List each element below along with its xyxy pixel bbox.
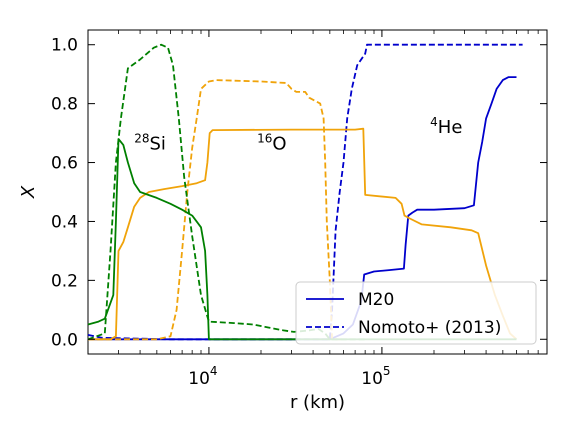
- annotation-superscript: 16: [257, 131, 272, 145]
- series-layer: [87, 43, 523, 341]
- annotation-superscript: 4: [430, 115, 438, 129]
- series-line-5: [87, 138, 517, 341]
- x-tick-label: 104: [188, 364, 217, 389]
- annotation-he: 4He: [430, 115, 462, 138]
- x-tick-exp: 4: [210, 364, 218, 378]
- annotations-layer: 28Si 16O 4He: [134, 115, 462, 154]
- annotation-text: Si: [150, 133, 166, 154]
- series-line-4: [88, 79, 344, 341]
- series-line-3: [88, 127, 518, 341]
- y-tick-label: 1.0: [51, 36, 78, 56]
- y-tick-label: 0.0: [51, 330, 78, 350]
- plot-border: [87, 29, 548, 355]
- legend-label-1: M20: [358, 290, 394, 310]
- legend-box: [295, 281, 537, 345]
- y-axis-label: X: [18, 185, 39, 199]
- plot-frame: [87, 29, 548, 355]
- annotation-o: 16O: [257, 131, 286, 154]
- x-tick-label: 105: [361, 364, 390, 389]
- x-axis-label: r (km): [290, 392, 345, 413]
- annotation-superscript: 28: [134, 131, 149, 145]
- y-tick-label: 0.6: [51, 154, 78, 174]
- annotation-text: He: [438, 117, 463, 138]
- y-tick-label: 0.2: [51, 271, 78, 291]
- y-tick-label: 0.4: [51, 212, 78, 232]
- x-tick-exp: 5: [383, 364, 391, 378]
- legend-label-2: Nomoto+ (2013): [358, 318, 501, 338]
- legend: M20 Nomoto+ (2013): [295, 281, 537, 345]
- annotation-si: 28Si: [134, 131, 166, 154]
- y-tick-label: 0.8: [51, 95, 78, 115]
- annotation-text: O: [272, 133, 286, 154]
- x-tick-base: 10: [188, 369, 210, 389]
- x-tick-base: 10: [361, 369, 383, 389]
